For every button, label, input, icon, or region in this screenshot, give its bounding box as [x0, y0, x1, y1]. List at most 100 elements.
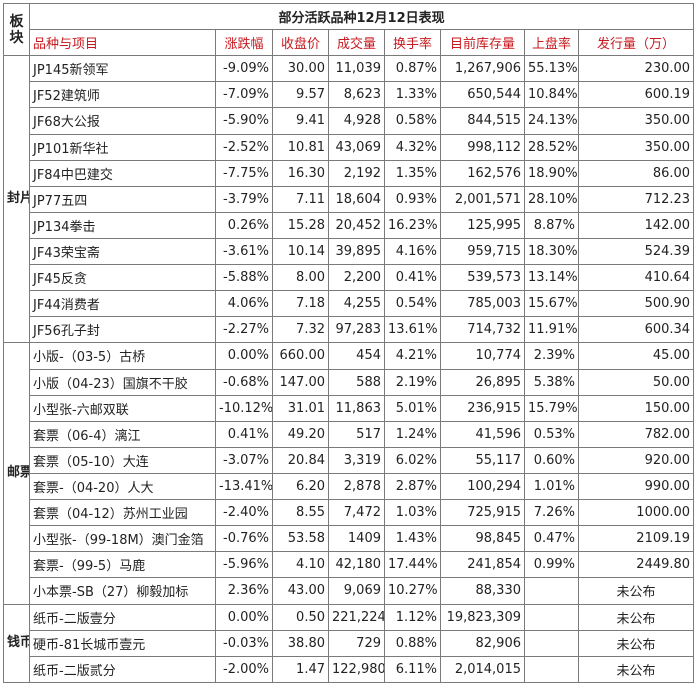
- issue-cell: 50.00: [577, 368, 695, 396]
- change-cell: -7.09%: [215, 81, 273, 109]
- close-cell: 7.11: [272, 185, 329, 213]
- turnover-cell: 1.24%: [384, 420, 441, 448]
- turnover-cell: 1.35%: [384, 159, 441, 187]
- issue-cell: 150.00: [577, 394, 695, 422]
- volume-cell: 42,180: [328, 551, 385, 579]
- issue-cell: 600.19: [577, 81, 695, 109]
- issue-cell: 350.00: [577, 133, 695, 161]
- stock-cell: 2,014,015: [440, 655, 525, 684]
- item-name: JF84中巴建交: [29, 159, 216, 187]
- volume-cell: 454: [328, 342, 385, 370]
- header-name: 品种与项目: [29, 29, 216, 57]
- change-cell: 2.36%: [215, 577, 273, 605]
- issue-cell: 524.39: [577, 237, 695, 266]
- turnover-cell: 6.02%: [384, 446, 441, 474]
- stock-cell: 241,854: [440, 551, 525, 579]
- table-row: 套票（04-12）苏州工业园 -2.40% 8.55 7,472 1.03% 725,91…: [4, 499, 695, 527]
- volume-cell: 3,319: [328, 446, 385, 474]
- turnover-cell: 17.44%: [384, 551, 441, 579]
- stock-cell: 88,330: [440, 577, 525, 605]
- rate-cell: 10.84%: [524, 81, 579, 109]
- close-cell: 20.84: [272, 446, 329, 474]
- close-cell: 8.00: [272, 264, 329, 292]
- change-cell: -5.96%: [215, 551, 273, 579]
- table-row: 套票（06-4）漓江 0.41% 49.20 517 1.24% 41,596 0.53% 7…: [4, 420, 695, 448]
- volume-cell: 1409: [328, 525, 385, 553]
- change-cell: -10.12%: [215, 394, 273, 422]
- change-cell: 4.06%: [215, 290, 273, 318]
- turnover-cell: 0.54%: [384, 290, 441, 318]
- item-name: 套票-（04-20）人大: [29, 472, 216, 501]
- close-cell: 43.00: [272, 577, 329, 605]
- change-cell: -5.90%: [215, 107, 273, 135]
- turnover-cell: 1.43%: [384, 525, 441, 553]
- rate-cell: 7.26%: [524, 499, 579, 527]
- stock-cell: 100,294: [440, 472, 525, 501]
- table-row: JP101新华社 -2.52% 10.81 43,069 4.32% 998,112 28.…: [4, 133, 695, 161]
- item-name: 套票-（99-5）马鹿: [29, 551, 216, 579]
- issue-cell: 2449.80: [577, 551, 695, 579]
- change-cell: -3.07%: [215, 446, 273, 474]
- stock-cell: 10,774: [440, 342, 525, 370]
- title-row: 板块 部分活跃品种12月12日表现: [3, 2, 695, 57]
- stock-cell: 82,906: [440, 629, 525, 657]
- turnover-cell: 0.87%: [384, 55, 441, 83]
- issue-cell: 712.23: [577, 185, 695, 213]
- item-name: 小型张-（99-18M）澳门金箔: [29, 525, 216, 553]
- issue-cell: 1000.00: [577, 499, 695, 527]
- stock-cell: 539,573: [440, 264, 525, 292]
- change-cell: -2.40%: [215, 499, 273, 527]
- board-header: 板块: [3, 2, 30, 57]
- stock-cell: 959,715: [440, 237, 525, 266]
- category-label: 封片: [3, 55, 30, 344]
- close-cell: 53.58: [272, 525, 329, 553]
- stock-cell: 2,001,571: [440, 185, 525, 213]
- header-turnover: 换手率: [384, 29, 441, 57]
- header-row: 品种与项目 涨跌幅 收盘价 成交量 换手率 目前库存量 上盘率 发行量（万）: [4, 29, 695, 57]
- table-row: JF52建筑师 -7.09% 9.57 8,623 1.33% 650,544 10.84%…: [4, 81, 695, 109]
- item-name: JF52建筑师: [29, 81, 216, 109]
- close-cell: 38.80: [272, 629, 329, 657]
- rate-cell: 13.14%: [524, 264, 579, 292]
- change-cell: -2.27%: [215, 316, 273, 344]
- volume-cell: 2,192: [328, 159, 385, 187]
- issue-cell: 920.00: [577, 446, 695, 474]
- header-stock: 目前库存量: [440, 29, 525, 57]
- rate-cell: [524, 603, 579, 631]
- close-cell: 9.41: [272, 107, 329, 135]
- issue-cell: 600.34: [577, 316, 695, 344]
- volume-cell: 20,452: [328, 211, 385, 239]
- volume-cell: 43,069: [328, 133, 385, 161]
- turnover-cell: 0.93%: [384, 185, 441, 213]
- item-name: 套票（04-12）苏州工业园: [29, 499, 216, 527]
- issue-cell: 未公布: [577, 603, 695, 631]
- stock-cell: 41,596: [440, 420, 525, 448]
- close-cell: 31.01: [272, 394, 329, 422]
- close-cell: 30.00: [272, 55, 329, 83]
- change-cell: 0.00%: [215, 342, 273, 370]
- item-name: JP134拳击: [29, 211, 216, 239]
- header-volume: 成交量: [328, 29, 385, 57]
- rate-cell: 15.79%: [524, 394, 579, 422]
- close-cell: 15.28: [272, 211, 329, 239]
- volume-cell: 4,255: [328, 290, 385, 318]
- stock-cell: 162,576: [440, 159, 525, 187]
- rate-cell: 0.47%: [524, 525, 579, 553]
- table-row: 套票-（04-20）人大 -13.41% 6.20 2,878 2.87% 100,294…: [4, 472, 695, 501]
- item-name: JF45反贪: [29, 264, 216, 292]
- rate-cell: 1.01%: [524, 472, 579, 501]
- volume-cell: 9,069: [328, 577, 385, 605]
- volume-cell: 2,878: [328, 472, 385, 501]
- rate-cell: 5.38%: [524, 368, 579, 396]
- item-name: 小型张-六邮双联: [29, 394, 216, 422]
- issue-cell: 500.90: [577, 290, 695, 318]
- item-name: 硬币-81长城币壹元: [29, 629, 216, 657]
- stock-cell: 236,915: [440, 394, 525, 422]
- stock-cell: 125,995: [440, 211, 525, 239]
- header-rate: 上盘率: [524, 29, 579, 57]
- table-row: 邮票小版-（03-5）古桥0.00%660.004544.21%10,7742.…: [3, 342, 695, 605]
- close-cell: 1.47: [272, 655, 329, 684]
- table-row: JP77五四 -3.79% 7.11 18,604 0.93% 2,001,571 28.1…: [4, 185, 695, 213]
- turnover-cell: 6.11%: [384, 655, 441, 684]
- table-row: JF45反贪 -5.88% 8.00 2,200 0.41% 539,573 13.14% 4…: [4, 264, 695, 292]
